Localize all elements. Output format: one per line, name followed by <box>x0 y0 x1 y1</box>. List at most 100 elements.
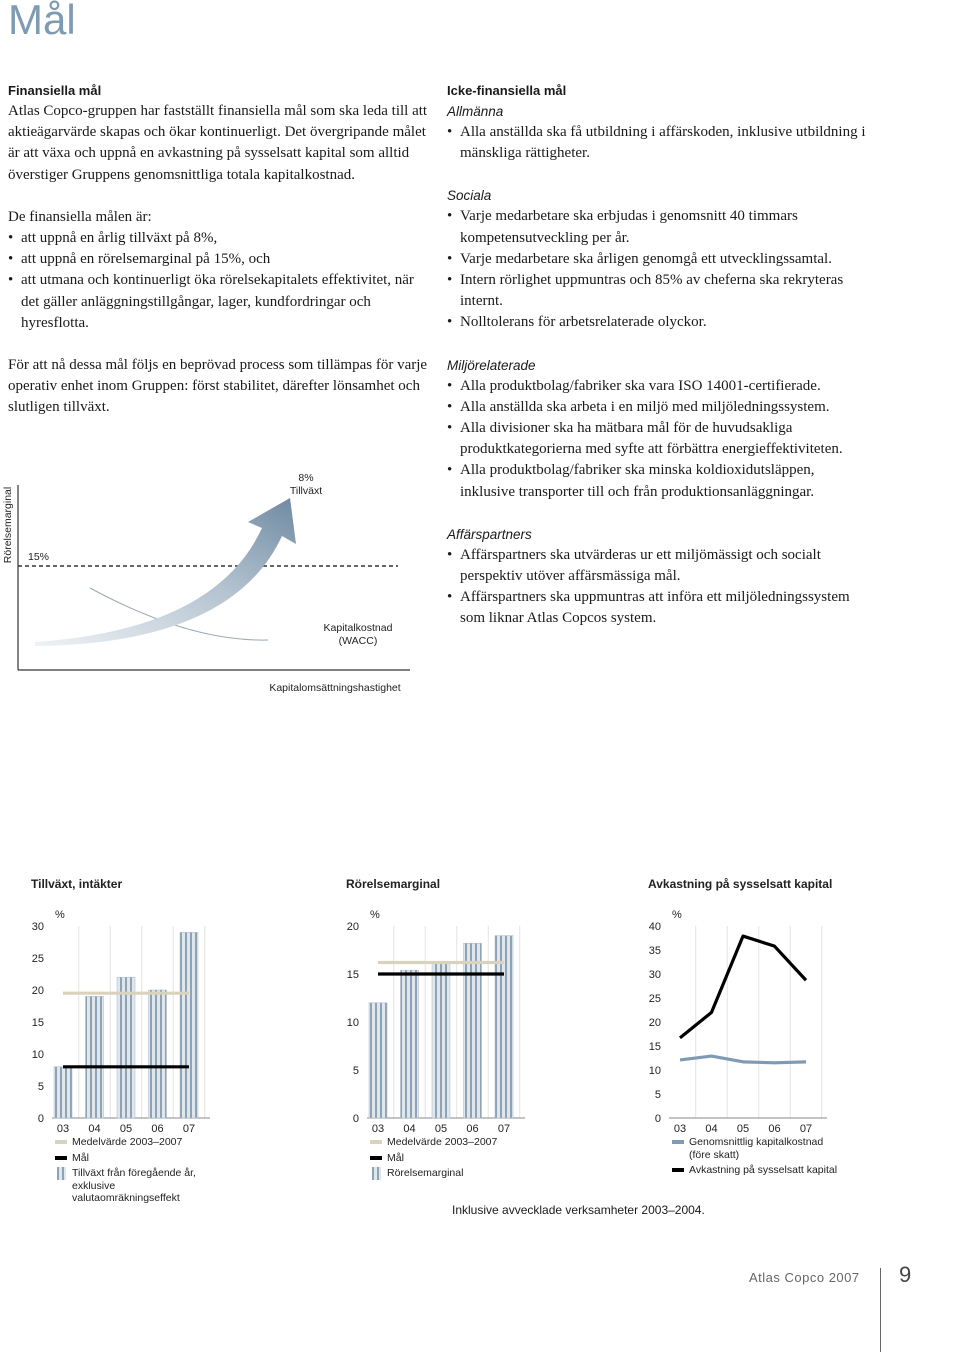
x-tick-label: 05 <box>120 1123 132 1132</box>
chart-title: Avkastning på sysselsatt kapital <box>648 877 832 891</box>
bar <box>494 935 514 1119</box>
y-tick-label: 20 <box>347 921 359 933</box>
bullet: Affärspartners ska uppmuntras att införa… <box>447 587 872 629</box>
legend-label: Tillväxt från föregående år, exklusive v… <box>72 1167 196 1204</box>
concept-diagram: Rörelsemarginal 15% 8% Tillväxt Kapitalk… <box>2 472 410 694</box>
legend: Medelvärde 2003–2007 Mål Tillväxt från för… <box>55 1136 225 1208</box>
legend-entry: Avkastning på sysselsatt kapital <box>672 1164 842 1177</box>
bullet-list: Alla anställda ska få utbildning i affär… <box>447 122 872 164</box>
note: Inklusive avvecklade verksamheter 2003–2… <box>452 1203 705 1217</box>
x-tick-label: 04 <box>403 1123 415 1132</box>
cost-curve <box>89 587 269 641</box>
subheading: Sociala <box>447 188 492 204</box>
y-tick-label: 10 <box>649 1065 661 1077</box>
bar <box>148 989 167 1119</box>
y-tick-label: 40 <box>649 921 661 933</box>
legend-label: Genomsnittlig kapitalkostnad (före skatt… <box>689 1136 824 1161</box>
subheading: Miljörelaterade <box>447 357 536 373</box>
legend-swatch <box>57 1167 66 1180</box>
chart-container: Rörelsemarginal% 0 5 10 15 20 03 04 05 06 07 Medelv… <box>315 870 625 1230</box>
x-tick-label: 04 <box>88 1123 100 1132</box>
y-unit: % <box>55 909 65 921</box>
y-tick-label: 15 <box>649 1041 661 1053</box>
y-unit: % <box>370 909 380 921</box>
bullet: Alla divisioner ska ha mätbara mål för d… <box>447 418 872 460</box>
growth-value: 8% <box>298 472 313 484</box>
y-tick-label: 30 <box>32 921 44 933</box>
legend-entry: Rörelsemarginal <box>370 1167 540 1180</box>
legend-label: Rörelsemarginal <box>387 1167 464 1179</box>
bar <box>179 932 199 1119</box>
legend-entry: Medelvärde 2003–2007 <box>370 1136 540 1149</box>
legend-swatch <box>372 1167 381 1180</box>
line-series <box>678 934 808 1040</box>
bullet: Alla anställda ska arbeta i en miljö med… <box>447 397 872 418</box>
non-financial-section: Icke-finansiella mål Allmänna Alla anstä… <box>447 80 872 630</box>
legend-label: Mål <box>72 1151 89 1164</box>
chart-title: Tillväxt, intäkter <box>31 877 122 891</box>
page-number: 9 <box>899 1262 912 1287</box>
x-tick-label: 03 <box>57 1123 69 1132</box>
bullet: Nolltolerans för arbetsrelaterade olycko… <box>447 312 872 333</box>
paragraph: För att nå dessa mål följs en beprövad p… <box>8 357 428 416</box>
bar <box>368 1002 388 1119</box>
y-tick-label: 5 <box>38 1081 44 1093</box>
bar <box>431 963 451 1119</box>
bullet: att utmana och kontinuerligt öka rörelse… <box>8 270 433 334</box>
legend-entry: Genomsnittlig kapitalkostnad (före skatt… <box>672 1136 842 1161</box>
bar <box>463 943 482 1119</box>
legend-swatch <box>672 1168 684 1172</box>
x-axis-label: Kapitalomsättningshastighet <box>269 682 400 694</box>
y-tick-label: 30 <box>649 969 661 981</box>
bar <box>116 976 136 1119</box>
bullet-list: Affärspartners ska utvärderas ur ett mil… <box>447 545 872 630</box>
x-tick-label: 07 <box>183 1123 195 1132</box>
heading: Finansiella mål <box>8 83 102 98</box>
x-tick-label: 06 <box>151 1123 163 1132</box>
subheading: Allmänna <box>447 104 504 119</box>
legend-entry: Mål <box>370 1152 540 1165</box>
legend-label: Medelvärde 2003–2007 <box>387 1136 498 1148</box>
y-tick-label: 35 <box>649 945 661 957</box>
y-tick-label: 0 <box>38 1113 44 1125</box>
footer-divider <box>880 1268 881 1352</box>
legend-swatch <box>55 1155 67 1160</box>
cost-abbr: (WACC) <box>339 635 378 647</box>
bullet: Affärspartners ska utvärderas ur ett mil… <box>447 545 872 587</box>
legend-swatch <box>672 1140 684 1144</box>
financial-section: Finansiella mål Atlas Copco-gruppen har … <box>8 80 433 419</box>
y-tick-label: 15 <box>347 969 359 981</box>
x-tick-label: 07 <box>498 1123 510 1132</box>
bar <box>85 996 104 1119</box>
growth-arrow <box>35 498 296 646</box>
x-tick-label: 06 <box>768 1123 780 1132</box>
bullet: att uppnå en rörelsemarginal på 15%, och <box>8 249 433 270</box>
paragraph: Atlas Copco-gruppen har fastställt finan… <box>8 103 428 183</box>
legend-swatch <box>370 1140 382 1144</box>
y-tick-label: 5 <box>353 1065 359 1077</box>
x-tick-label: 05 <box>737 1123 749 1132</box>
margin-label: 15% <box>28 551 49 563</box>
y-tick-label: 15 <box>32 1017 44 1029</box>
legend-entry: Mål <box>55 1152 225 1165</box>
cost-label: Kapitalkostnad <box>324 622 393 634</box>
growth-label: Tillväxt <box>290 485 322 497</box>
bullet: Alla anställda ska få utbildning i affär… <box>447 122 872 164</box>
chart-container: Tillväxt, intäkter% 0 5 10 15 20 25 30 03 04 05 06 0… <box>0 870 310 1230</box>
y-tick-label: 10 <box>347 1017 359 1029</box>
bar <box>53 1066 73 1119</box>
footer-brand: Atlas Copco 2007 <box>749 1270 860 1285</box>
legend-swatch <box>370 1155 382 1160</box>
chart-container: Avkastning på sysselsatt kapital% 0 5 10 15 2… <box>617 870 927 1230</box>
y-unit: % <box>672 909 682 921</box>
bullet-list: Varje medarbetare ska erbjudas i genomsn… <box>447 206 872 333</box>
y-axis-label: Rörelsemarginal <box>2 487 14 563</box>
x-tick-label: 03 <box>372 1123 384 1132</box>
x-tick-label: 05 <box>435 1123 447 1132</box>
y-tick-label: 20 <box>32 985 44 997</box>
legend-swatch <box>55 1140 67 1144</box>
legend-label: Mål <box>387 1151 404 1164</box>
line-series <box>679 1054 807 1065</box>
